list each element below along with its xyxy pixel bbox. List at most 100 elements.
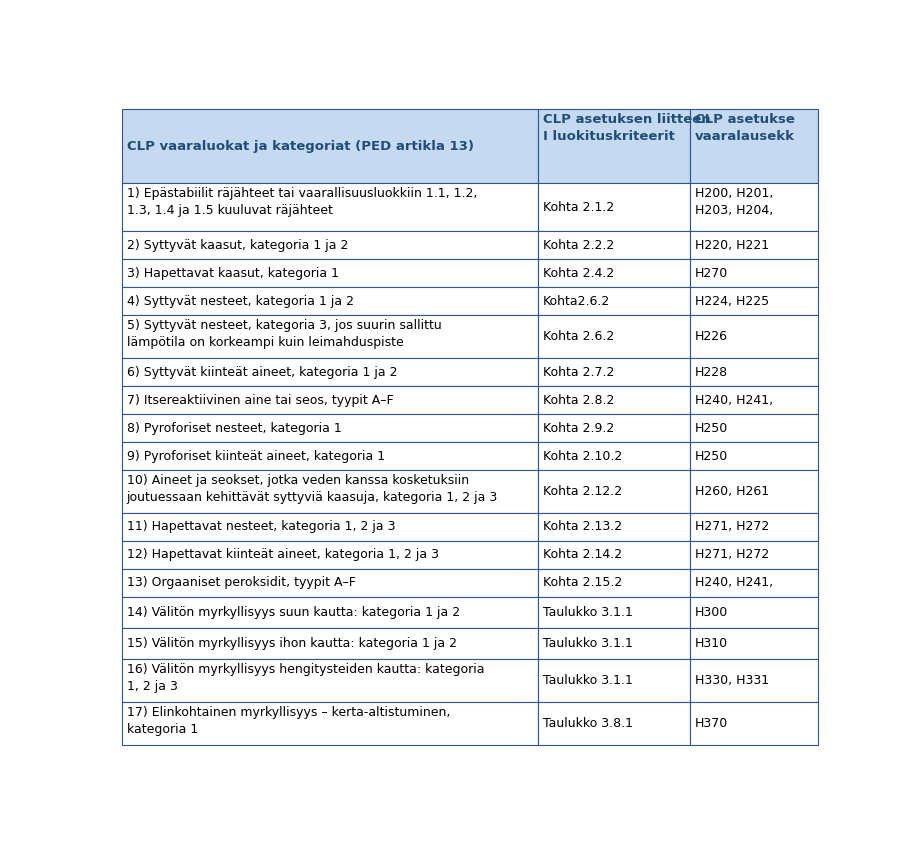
Bar: [122, 442, 538, 470]
Bar: [691, 184, 818, 231]
Bar: [538, 569, 691, 597]
Bar: [122, 597, 538, 629]
Bar: [691, 629, 818, 660]
Text: Kohta 2.7.2: Kohta 2.7.2: [543, 365, 614, 378]
Text: H271, H272: H271, H272: [695, 548, 769, 562]
Bar: [691, 660, 818, 702]
Text: H226: H226: [695, 330, 728, 343]
Text: 10) Aineet ja seokset, jotka veden kanssa kosketuksiin
joutuessaan kehittävät sy: 10) Aineet ja seokset, jotka veden kanss…: [127, 474, 498, 504]
Bar: [538, 259, 691, 288]
Bar: [538, 358, 691, 386]
Bar: [122, 386, 538, 414]
Text: 4) Syttyvät nesteet, kategoria 1 ja 2: 4) Syttyvät nesteet, kategoria 1 ja 2: [127, 294, 354, 308]
Bar: [122, 569, 538, 597]
Text: CLP asetukse
vaaralausekk: CLP asetukse vaaralausekk: [695, 113, 795, 143]
Text: 15) Välitön myrkyllisyys ihon kautta: kategoria 1 ja 2: 15) Välitön myrkyllisyys ihon kautta: ka…: [127, 637, 457, 651]
Text: Kohta 2.15.2: Kohta 2.15.2: [543, 576, 623, 590]
Text: H300: H300: [695, 606, 728, 619]
Bar: [122, 109, 538, 184]
Text: Kohta 2.10.2: Kohta 2.10.2: [543, 449, 623, 463]
Text: H240, H241,: H240, H241,: [695, 393, 773, 407]
Text: 8) Pyroforiset nesteet, kategoria 1: 8) Pyroforiset nesteet, kategoria 1: [127, 421, 341, 435]
Bar: [538, 109, 691, 184]
Bar: [691, 702, 818, 745]
Bar: [691, 259, 818, 288]
Bar: [122, 358, 538, 386]
Bar: [538, 597, 691, 629]
Bar: [691, 442, 818, 470]
Bar: [122, 231, 538, 259]
Text: Taulukko 3.1.1: Taulukko 3.1.1: [543, 674, 633, 688]
Text: 9) Pyroforiset kiinteät aineet, kategoria 1: 9) Pyroforiset kiinteät aineet, kategori…: [127, 449, 385, 463]
Bar: [538, 470, 691, 513]
Text: 11) Hapettavat nesteet, kategoria 1, 2 ja 3: 11) Hapettavat nesteet, kategoria 1, 2 j…: [127, 520, 395, 533]
Text: Kohta 2.9.2: Kohta 2.9.2: [543, 421, 614, 435]
Text: H271, H272: H271, H272: [695, 520, 769, 533]
Bar: [691, 513, 818, 541]
Text: Kohta2.6.2: Kohta2.6.2: [543, 294, 611, 308]
Text: Kohta 2.2.2: Kohta 2.2.2: [543, 239, 614, 252]
Text: H250: H250: [695, 421, 728, 435]
Text: 6) Syttyvät kiinteät aineet, kategoria 1 ja 2: 6) Syttyvät kiinteät aineet, kategoria 1…: [127, 365, 397, 378]
Text: H260, H261: H260, H261: [695, 485, 769, 498]
Bar: [538, 288, 691, 316]
Bar: [122, 629, 538, 660]
Text: 5) Syttyvät nesteet, kategoria 3, jos suurin sallittu
lämpötila on korkeampi kui: 5) Syttyvät nesteet, kategoria 3, jos su…: [127, 319, 441, 349]
Text: 17) Elinkohtainen myrkyllisyys – kerta-altistuminen,
kategoria 1: 17) Elinkohtainen myrkyllisyys – kerta-a…: [127, 706, 450, 736]
Bar: [691, 569, 818, 597]
Text: H310: H310: [695, 637, 728, 651]
Text: 7) Itsereaktiivinen aine tai seos, tyypit A–F: 7) Itsereaktiivinen aine tai seos, tyypi…: [127, 393, 393, 407]
Bar: [538, 184, 691, 231]
Text: H200, H201,
H203, H204,: H200, H201, H203, H204,: [695, 187, 773, 217]
Text: H270: H270: [695, 266, 728, 280]
Text: CLP asetuksen liitteen
I luokituskriteerit: CLP asetuksen liitteen I luokituskriteer…: [543, 113, 711, 143]
Bar: [538, 541, 691, 569]
Text: Kohta 2.1.2: Kohta 2.1.2: [543, 201, 614, 214]
Text: H228: H228: [695, 365, 728, 378]
Bar: [122, 184, 538, 231]
Text: Kohta 2.6.2: Kohta 2.6.2: [543, 330, 614, 343]
Text: 13) Orgaaniset peroksidit, tyypit A–F: 13) Orgaaniset peroksidit, tyypit A–F: [127, 576, 356, 590]
Text: 2) Syttyvät kaasut, kategoria 1 ja 2: 2) Syttyvät kaasut, kategoria 1 ja 2: [127, 239, 348, 252]
Text: 1) Epästabiilit räjähteet tai vaarallisuusluokkiin 1.1, 1.2,
1.3, 1.4 ja 1.5 kuu: 1) Epästabiilit räjähteet tai vaarallisu…: [127, 187, 477, 217]
Bar: [691, 414, 818, 442]
Text: Kohta 2.12.2: Kohta 2.12.2: [543, 485, 623, 498]
Text: 12) Hapettavat kiinteät aineet, kategoria 1, 2 ja 3: 12) Hapettavat kiinteät aineet, kategori…: [127, 548, 438, 562]
Text: Kohta 2.4.2: Kohta 2.4.2: [543, 266, 614, 280]
Text: 16) Välitön myrkyllisyys hengitysteiden kautta: kategoria
1, 2 ja 3: 16) Välitön myrkyllisyys hengitysteiden …: [127, 663, 484, 694]
Bar: [691, 231, 818, 259]
Bar: [538, 702, 691, 745]
Bar: [538, 231, 691, 259]
Bar: [122, 513, 538, 541]
Text: 14) Välitön myrkyllisyys suun kautta: kategoria 1 ja 2: 14) Välitön myrkyllisyys suun kautta: ka…: [127, 606, 459, 619]
Bar: [538, 316, 691, 358]
Text: Taulukko 3.1.1: Taulukko 3.1.1: [543, 637, 633, 651]
Text: Taulukko 3.8.1: Taulukko 3.8.1: [543, 717, 634, 730]
Bar: [538, 660, 691, 702]
Text: H240, H241,: H240, H241,: [695, 576, 773, 590]
Text: H250: H250: [695, 449, 728, 463]
Bar: [691, 386, 818, 414]
Bar: [122, 316, 538, 358]
Text: Kohta 2.8.2: Kohta 2.8.2: [543, 393, 614, 407]
Text: H330, H331: H330, H331: [695, 674, 769, 688]
Bar: [691, 109, 818, 184]
Text: 3) Hapettavat kaasut, kategoria 1: 3) Hapettavat kaasut, kategoria 1: [127, 266, 338, 280]
Text: Kohta 2.13.2: Kohta 2.13.2: [543, 520, 623, 533]
Text: Kohta 2.14.2: Kohta 2.14.2: [543, 548, 623, 562]
Bar: [538, 442, 691, 470]
Bar: [122, 259, 538, 288]
Text: Taulukko 3.1.1: Taulukko 3.1.1: [543, 606, 633, 619]
Bar: [122, 470, 538, 513]
Bar: [538, 386, 691, 414]
Bar: [122, 660, 538, 702]
Bar: [691, 358, 818, 386]
Bar: [691, 470, 818, 513]
Bar: [122, 702, 538, 745]
Bar: [122, 414, 538, 442]
Bar: [538, 629, 691, 660]
Bar: [691, 288, 818, 316]
Text: H370: H370: [695, 717, 728, 730]
Bar: [122, 288, 538, 316]
Text: H224, H225: H224, H225: [695, 294, 769, 308]
